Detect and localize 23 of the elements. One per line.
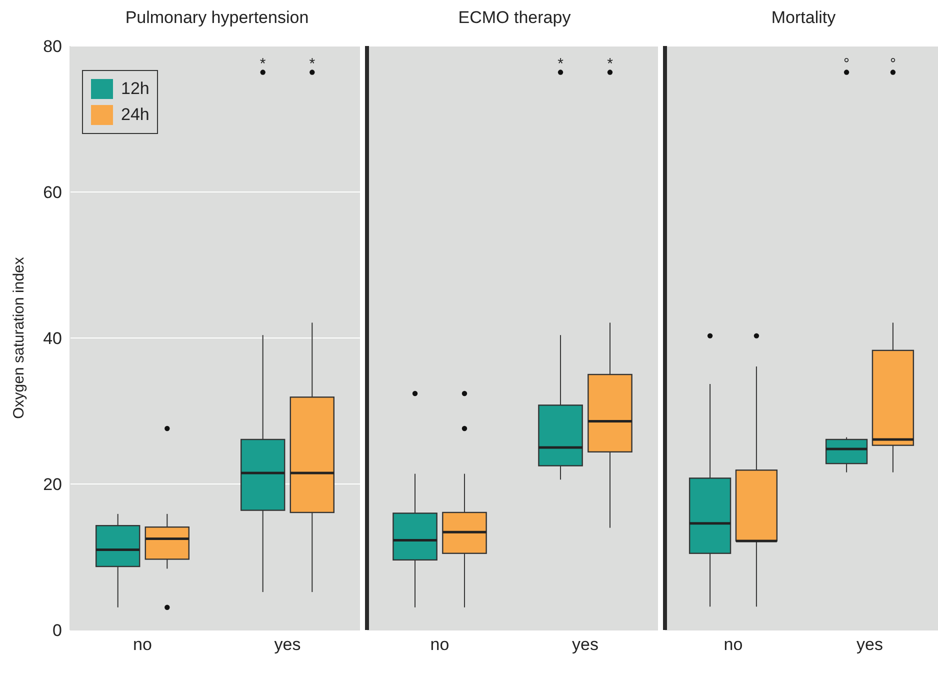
annotation: °: [844, 55, 850, 72]
annotation: *: [607, 55, 614, 72]
legend-label: 24h: [121, 104, 150, 126]
y-tick-label: 40: [43, 329, 62, 348]
y-tick-label: 60: [43, 183, 62, 202]
x-tick-label: no: [133, 635, 152, 654]
y-axis-title: Oxygen saturation index: [10, 256, 28, 419]
x-tick-label: no: [430, 635, 450, 654]
legend-label: 12h: [121, 78, 150, 100]
chart-title: ECMO therapy: [457, 8, 572, 29]
annotation: *: [260, 55, 266, 72]
chart-title: Pulmonary hypertension: [124, 8, 310, 29]
x-tick-label: yes: [274, 635, 301, 654]
y-tick-label: 80: [43, 37, 62, 56]
x-tick-label: yes: [572, 635, 598, 654]
y-tick-label: 20: [43, 475, 62, 494]
chart-title: Mortality: [770, 8, 837, 29]
annotation: *: [309, 55, 316, 72]
y-tick-label: 0: [52, 621, 62, 640]
x-tick-label: no: [724, 635, 743, 654]
annotation: *: [558, 55, 564, 72]
annotation: °: [890, 55, 896, 72]
x-tick-label: yes: [856, 635, 883, 654]
